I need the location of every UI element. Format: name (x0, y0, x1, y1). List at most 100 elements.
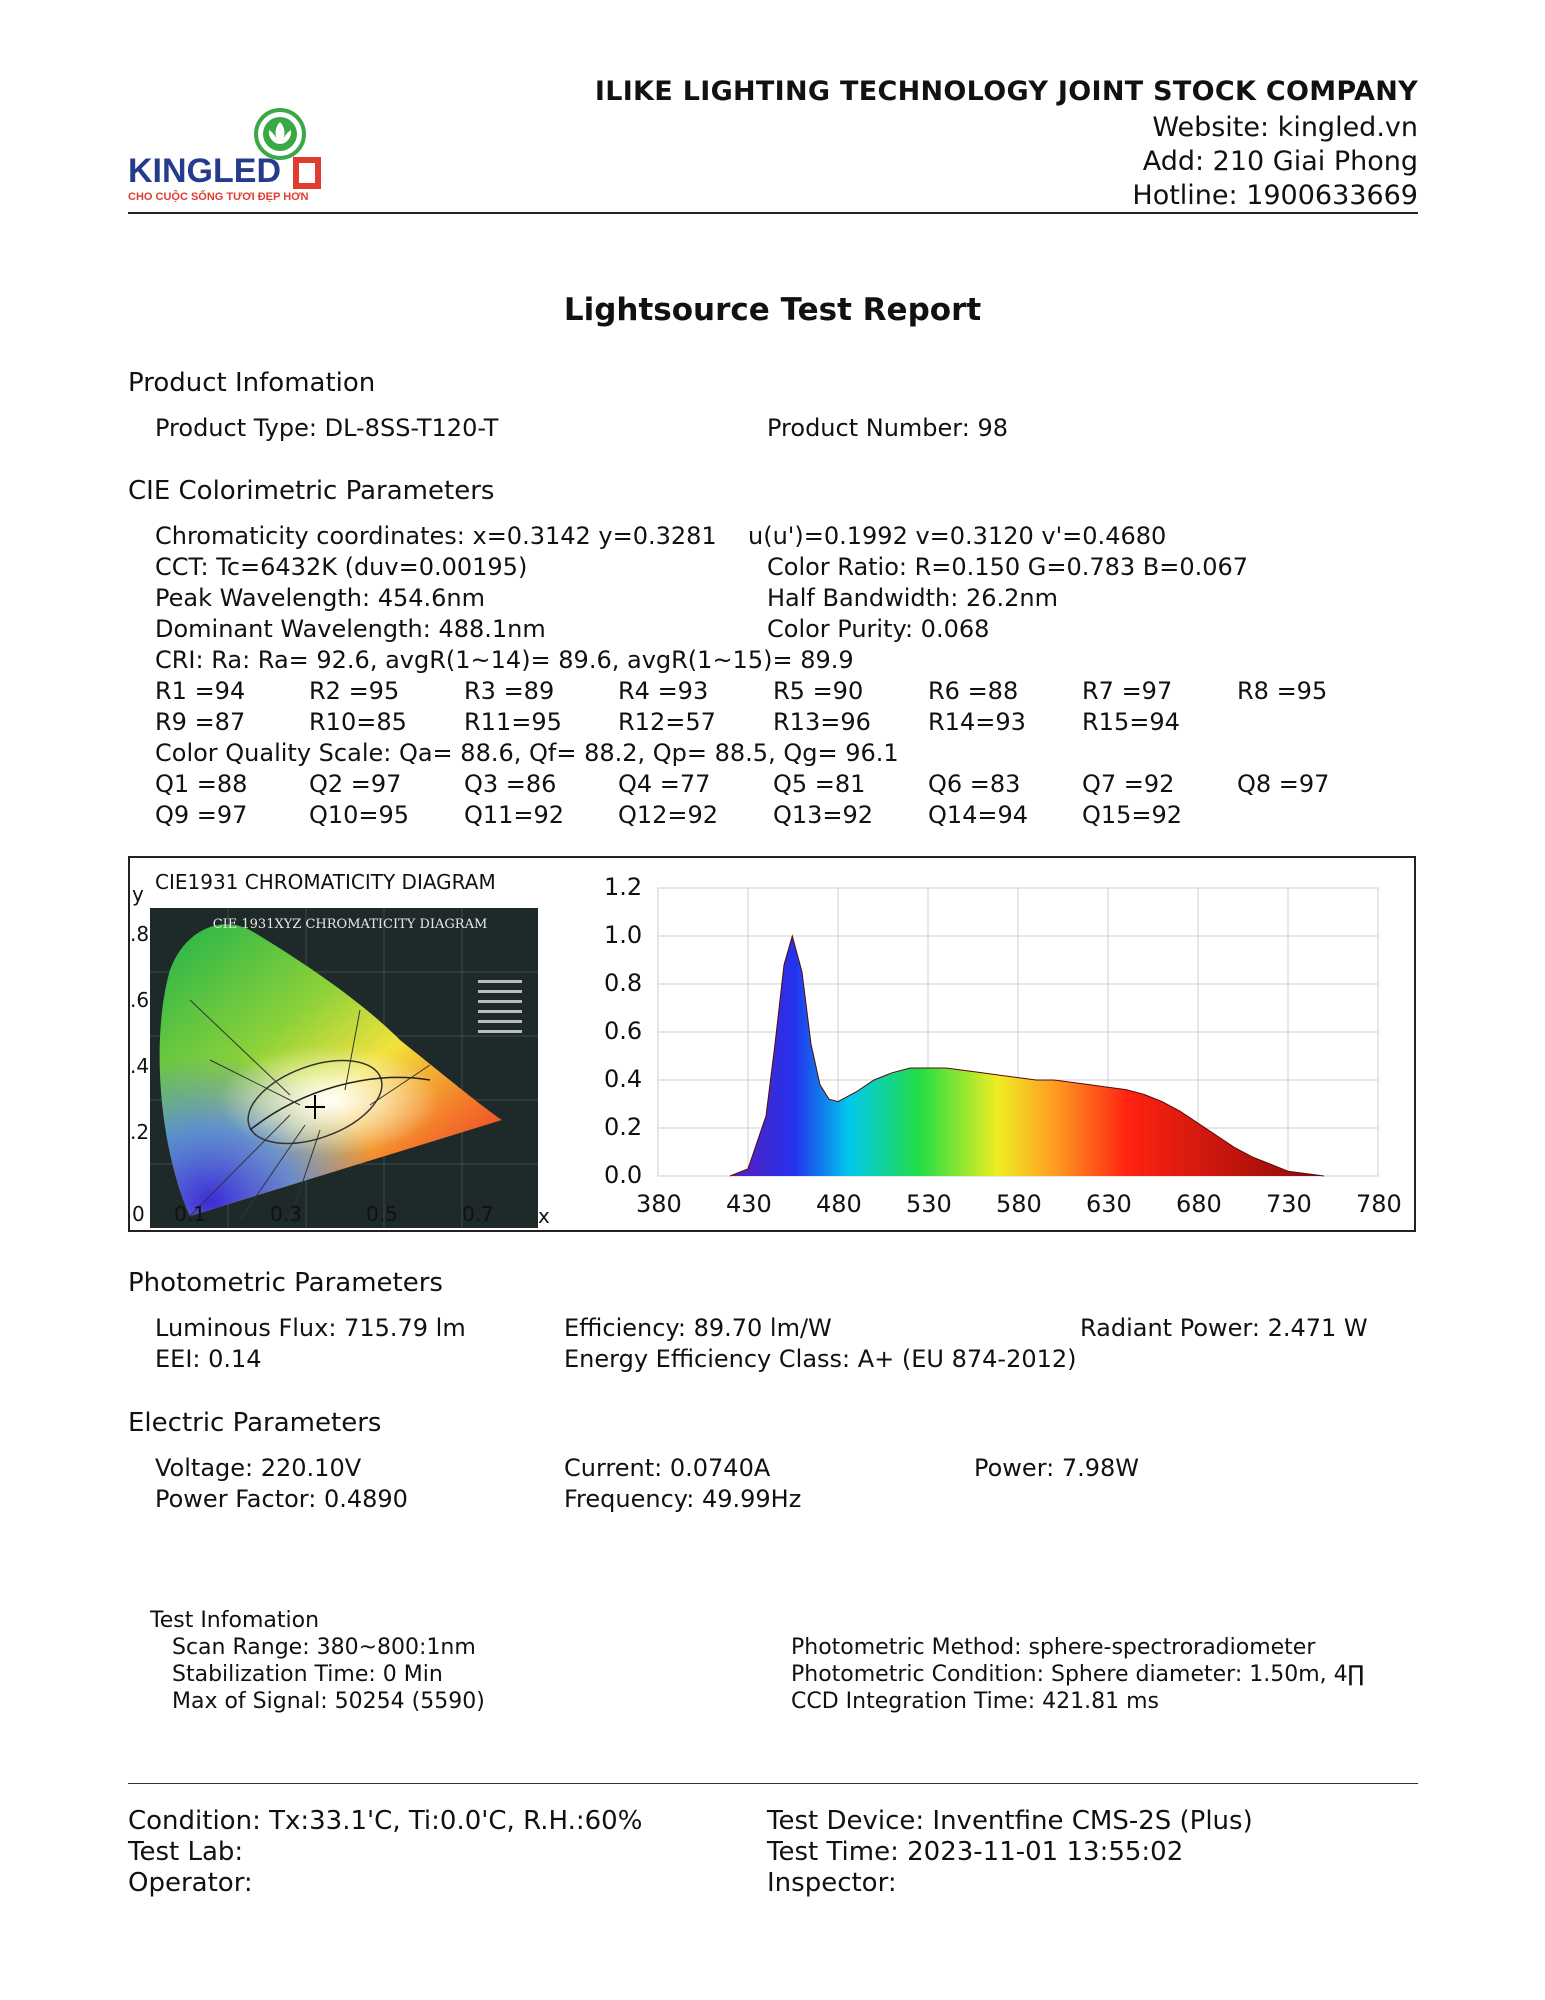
q-value: Q9 =97 (155, 801, 248, 829)
spectrum-chart (560, 858, 1415, 1230)
test-lab: Test Lab: (128, 1837, 244, 1867)
energy-efficiency-class: Energy Efficiency Class: A+ (EU 874-2012… (564, 1345, 1077, 1373)
test-condition: Condition: Tx:33.1'C, Ti:0.0'C, R.H.:60% (128, 1806, 643, 1836)
chromaticity-point-marker (305, 1095, 325, 1119)
photometric-condition: Photometric Condition: Sphere diameter: … (791, 1662, 1365, 1687)
r-value: R14=93 (928, 708, 1026, 736)
spectrum-y-tick: 0.8 (604, 969, 643, 997)
cie-x-tick: 0 (132, 1202, 145, 1226)
product-type: Product Type: DL-8SS-T120-T (155, 414, 499, 442)
q-value: Q4 =77 (618, 770, 711, 798)
r-value: R3 =89 (464, 677, 555, 705)
report-title: Lightsource Test Report (563, 292, 982, 328)
half-bandwidth: Half Bandwidth: 26.2nm (767, 584, 1059, 612)
eei: EEI: 0.14 (155, 1345, 262, 1373)
cie-y-axis-label: y (132, 882, 144, 906)
spectrum-x-tick: 480 (816, 1190, 862, 1218)
scan-range: Scan Range: 380~800:1nm (172, 1635, 476, 1660)
cie-x-tick: 0.5 (366, 1202, 398, 1226)
max-of-signal: Max of Signal: 50254 (5590) (172, 1689, 485, 1714)
spectrum-y-tick: 1.2 (604, 873, 643, 901)
color-quality-scale: Color Quality Scale: Qa= 88.6, Qf= 88.2,… (155, 739, 899, 767)
voltage: Voltage: 220.10V (155, 1454, 362, 1482)
r-value: R9 =87 (155, 708, 246, 736)
color-purity: Color Purity: 0.068 (767, 615, 990, 643)
spectrum-x-tick: 680 (1176, 1190, 1222, 1218)
cie-diagram-title: CIE1931 CHROMATICITY DIAGRAM (155, 870, 496, 894)
spectrum-x-tick: 580 (996, 1190, 1042, 1218)
frequency: Frequency: 49.99Hz (564, 1485, 802, 1513)
logo-tagline: CHO CUỘC SỐNG TƯƠI ĐẸP HƠN (128, 189, 309, 203)
spectrum-x-tick: 380 (636, 1190, 682, 1218)
spectrum-outline (729, 934, 1325, 1177)
company-name: ILIKE LIGHTING TECHNOLOGY JOINT STOCK CO… (594, 76, 1418, 107)
cct: CCT: Tc=6432K (duv=0.00195) (155, 553, 528, 581)
r-value: R10=85 (309, 708, 407, 736)
photometric-method: Photometric Method: sphere-spectroradiom… (791, 1635, 1316, 1660)
color-ratio: Color Ratio: R=0.150 G=0.783 B=0.067 (767, 553, 1249, 581)
footer-divider (128, 1783, 1418, 1784)
logo-wordmark: KINGLED (128, 152, 281, 190)
product-heading: Product Infomation (128, 368, 376, 398)
luminous-flux: Luminous Flux: 715.79 lm (155, 1314, 466, 1342)
company-hotline: Hotline: 1900633669 (1132, 180, 1418, 211)
product-number: Product Number: 98 (767, 414, 1008, 442)
power-factor: Power Factor: 0.4890 (155, 1485, 408, 1513)
company-website: Website: kingled.vn (1152, 112, 1418, 143)
company-logo: KINGLED CHO CUỘC SỐNG TƯƠI ĐẸP HƠN (128, 104, 328, 204)
spectrum-x-tick: 430 (726, 1190, 772, 1218)
cie-y-tick: .2 (130, 1120, 150, 1144)
spectrum-x-tick: 730 (1266, 1190, 1312, 1218)
charts-frame (128, 856, 1416, 1232)
spectrum-y-tick: 0.2 (604, 1113, 643, 1141)
cie-x-axis-label: x (538, 1204, 550, 1228)
cie-x-tick: 0.1 (174, 1202, 206, 1226)
r-value: R15=94 (1082, 708, 1180, 736)
q-value: Q14=94 (928, 801, 1029, 829)
radiant-power: Radiant Power: 2.471 W (1080, 1314, 1368, 1342)
cie-y-tick: .6 (130, 988, 150, 1012)
spectrum-y-tick: 1.0 (604, 921, 643, 949)
r-value: R5 =90 (773, 677, 864, 705)
spectrum-x-tick: 630 (1086, 1190, 1132, 1218)
q-value: Q3 =86 (464, 770, 557, 798)
header-divider (128, 212, 1418, 214)
dominant-wavelength: Dominant Wavelength: 488.1nm (155, 615, 546, 643)
test-device: Test Device: Inventfine CMS-2S (Plus) (767, 1806, 1253, 1836)
cie-diagram: CIE 1931XYZ CHROMATICITY DIAGRAM (130, 880, 552, 1230)
r-value: R6 =88 (928, 677, 1019, 705)
spectrum-x-tick: 530 (906, 1190, 952, 1218)
inspector: Inspector: (767, 1868, 897, 1898)
q-value: Q1 =88 (155, 770, 248, 798)
r-value: R12=57 (618, 708, 716, 736)
cie-x-tick: 0.3 (270, 1202, 302, 1226)
efficiency: Efficiency: 89.70 lm/W (564, 1314, 832, 1342)
stabilization-time: Stabilization Time: 0 Min (172, 1662, 443, 1687)
r-value: R2 =95 (309, 677, 400, 705)
q-value: Q12=92 (618, 801, 719, 829)
peak-wavelength: Peak Wavelength: 454.6nm (155, 584, 485, 612)
r-value: R7 =97 (1082, 677, 1173, 705)
photometric-heading: Photometric Parameters (128, 1268, 443, 1298)
power: Power: 7.98W (974, 1454, 1140, 1482)
cri: CRI: Ra: Ra= 92.6, avgR(1~14)= 89.6, avg… (155, 646, 854, 674)
current: Current: 0.0740A (564, 1454, 771, 1482)
company-address: Add: 210 Giai Phong (1142, 146, 1418, 177)
spectrum-y-tick: 0.4 (604, 1065, 643, 1093)
cie-heading: CIE Colorimetric Parameters (128, 476, 495, 506)
q-value: Q7 =92 (1082, 770, 1175, 798)
cie-inner-title: CIE 1931XYZ CHROMATICITY DIAGRAM (213, 917, 488, 932)
r-value: R1 =94 (155, 677, 246, 705)
r-value: R11=95 (464, 708, 562, 736)
spectrum-area (730, 936, 1324, 1176)
test-info-heading: Test Infomation (150, 1608, 320, 1633)
cie-y-tick: .8 (130, 922, 150, 946)
operator: Operator: (128, 1868, 253, 1898)
uv-coordinates: u(u')=0.1992 v=0.3120 v'=0.4680 (748, 522, 1167, 550)
q-value: Q2 =97 (309, 770, 402, 798)
ccd-integration-time: CCD Integration Time: 421.81 ms (791, 1689, 1159, 1714)
cie-y-tick: .4 (130, 1054, 150, 1078)
chromaticity-coordinates: Chromaticity coordinates: x=0.3142 y=0.3… (155, 522, 717, 550)
spectrum-x-tick: 780 (1356, 1190, 1402, 1218)
electric-heading: Electric Parameters (128, 1408, 382, 1438)
